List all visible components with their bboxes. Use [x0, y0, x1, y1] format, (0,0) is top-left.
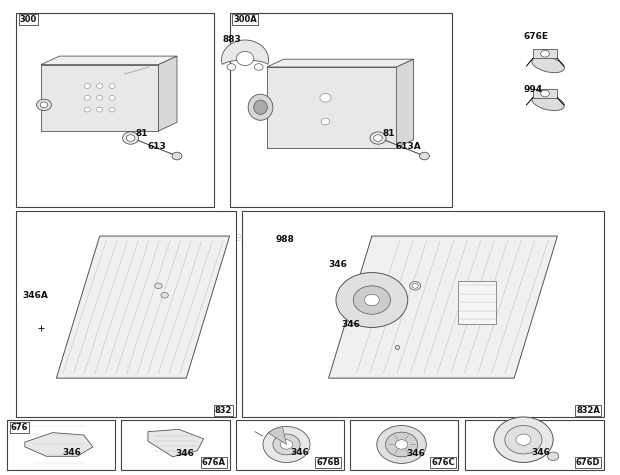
Wedge shape: [268, 427, 286, 445]
Bar: [7, 420, 115, 470]
Bar: [16, 12, 214, 207]
Text: 676E: 676E: [523, 31, 549, 40]
Circle shape: [494, 417, 553, 463]
Ellipse shape: [254, 100, 267, 114]
Circle shape: [126, 135, 135, 142]
Polygon shape: [267, 59, 414, 67]
Polygon shape: [397, 59, 414, 148]
Text: 346: 346: [175, 449, 194, 458]
Circle shape: [412, 284, 418, 288]
Circle shape: [273, 434, 300, 455]
Circle shape: [254, 64, 263, 70]
Text: 346: 346: [329, 260, 347, 269]
Bar: [458, 281, 495, 323]
Text: 81: 81: [383, 129, 396, 138]
Text: 613A: 613A: [396, 142, 421, 152]
Bar: [229, 12, 452, 207]
Ellipse shape: [532, 57, 564, 73]
Circle shape: [280, 440, 293, 449]
Text: 346: 346: [531, 448, 551, 457]
Circle shape: [420, 152, 430, 160]
Text: 988: 988: [276, 235, 295, 244]
Circle shape: [547, 452, 559, 461]
Text: 346: 346: [290, 448, 309, 457]
Ellipse shape: [532, 95, 564, 111]
Text: 832: 832: [215, 406, 232, 415]
Circle shape: [84, 107, 91, 112]
Circle shape: [109, 84, 115, 88]
Circle shape: [505, 426, 542, 454]
Text: 346: 346: [406, 449, 425, 458]
Circle shape: [377, 426, 427, 464]
Circle shape: [97, 84, 103, 88]
Text: eReplacementParts.com: eReplacementParts.com: [234, 231, 386, 244]
Circle shape: [123, 132, 139, 144]
Circle shape: [84, 84, 91, 88]
Bar: [236, 420, 344, 470]
Bar: [16, 211, 236, 418]
Circle shape: [386, 432, 418, 457]
Circle shape: [321, 118, 330, 125]
Circle shape: [97, 95, 103, 100]
Circle shape: [37, 99, 51, 111]
Circle shape: [336, 273, 408, 327]
Text: 346: 346: [63, 448, 81, 457]
Circle shape: [410, 282, 421, 290]
Text: 81: 81: [136, 129, 148, 138]
Circle shape: [155, 283, 162, 289]
Polygon shape: [533, 89, 557, 98]
Text: 676B: 676B: [316, 458, 340, 467]
Circle shape: [541, 90, 549, 97]
Polygon shape: [221, 40, 268, 65]
Circle shape: [374, 135, 383, 142]
Bar: [350, 420, 458, 470]
Circle shape: [320, 94, 331, 102]
Polygon shape: [56, 236, 229, 378]
Circle shape: [84, 95, 91, 100]
Bar: [122, 420, 229, 470]
Circle shape: [396, 440, 408, 449]
Text: 883: 883: [222, 35, 241, 44]
Circle shape: [263, 427, 310, 463]
Polygon shape: [159, 56, 177, 131]
Polygon shape: [267, 67, 397, 148]
Circle shape: [97, 107, 103, 112]
Circle shape: [365, 294, 379, 306]
Circle shape: [161, 293, 169, 298]
FancyArrowPatch shape: [255, 432, 262, 436]
Text: 346A: 346A: [22, 291, 48, 300]
Circle shape: [109, 107, 115, 112]
Bar: [242, 211, 604, 418]
Polygon shape: [329, 236, 557, 378]
Circle shape: [172, 152, 182, 160]
Polygon shape: [533, 49, 557, 58]
Text: 994: 994: [523, 85, 542, 94]
Text: 676C: 676C: [431, 458, 454, 467]
Text: 346: 346: [341, 321, 360, 330]
Text: 832A: 832A: [576, 406, 600, 415]
Text: 300: 300: [20, 15, 37, 24]
Polygon shape: [25, 433, 93, 456]
Text: 676A: 676A: [202, 458, 226, 467]
Circle shape: [109, 95, 115, 100]
Polygon shape: [41, 65, 159, 131]
Text: 676: 676: [11, 423, 28, 432]
Polygon shape: [148, 429, 203, 457]
Circle shape: [227, 64, 236, 70]
Polygon shape: [41, 56, 177, 65]
Ellipse shape: [236, 51, 254, 66]
Circle shape: [541, 50, 549, 57]
Text: 676D: 676D: [575, 458, 600, 467]
Circle shape: [353, 286, 391, 314]
Ellipse shape: [248, 94, 273, 120]
Bar: [464, 420, 604, 470]
Circle shape: [516, 434, 531, 446]
Circle shape: [40, 102, 48, 108]
Circle shape: [370, 132, 386, 144]
Text: 300A: 300A: [233, 15, 257, 24]
Text: 613: 613: [148, 142, 167, 152]
